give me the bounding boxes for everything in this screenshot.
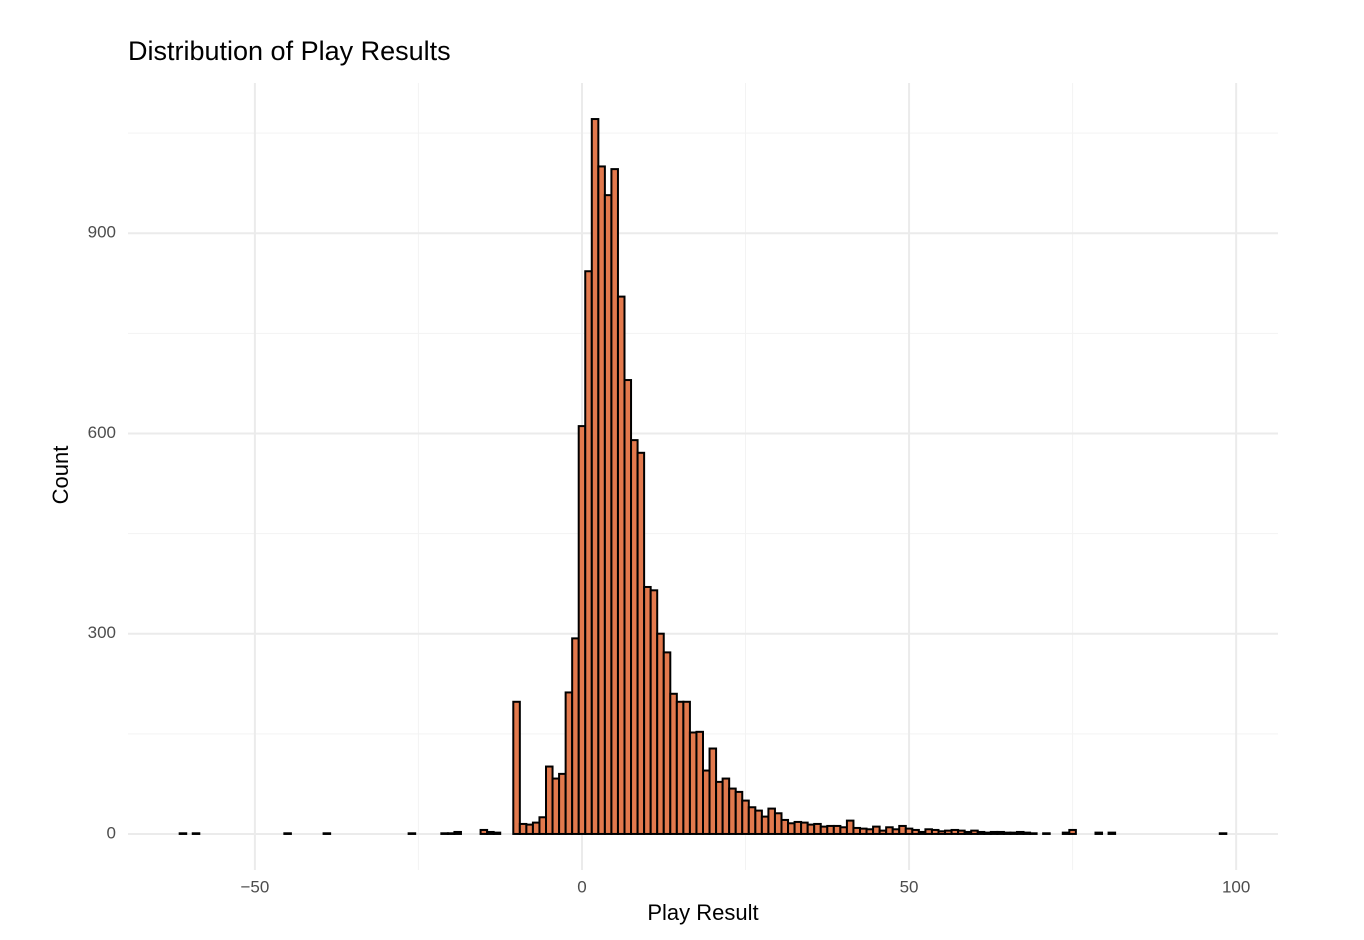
bar (191, 832, 201, 835)
x-tick-label: −50 (240, 877, 269, 896)
y-tick-label: 600 (88, 423, 116, 442)
x-tick-label: 0 (577, 877, 586, 896)
y-tick-label: 0 (107, 823, 116, 842)
bar (322, 832, 332, 835)
x-tick-label: 50 (900, 877, 919, 896)
bar (512, 700, 521, 835)
bar (492, 831, 502, 835)
y-tick-label: 300 (88, 623, 116, 642)
bar (283, 832, 292, 835)
bar (178, 832, 188, 835)
y-axis-title: Count (48, 446, 73, 505)
bar (1042, 832, 1051, 835)
bar (1068, 828, 1077, 835)
x-axis-title: Play Result (647, 900, 758, 925)
bar (1218, 832, 1228, 835)
bar (1029, 832, 1038, 835)
bar (1107, 831, 1117, 835)
chart-title: Distribution of Play Results (128, 36, 451, 66)
y-tick-label: 900 (88, 223, 116, 242)
x-tick-label: 100 (1222, 877, 1250, 896)
bar (407, 832, 417, 835)
bar (453, 830, 462, 835)
bar (1094, 831, 1104, 835)
